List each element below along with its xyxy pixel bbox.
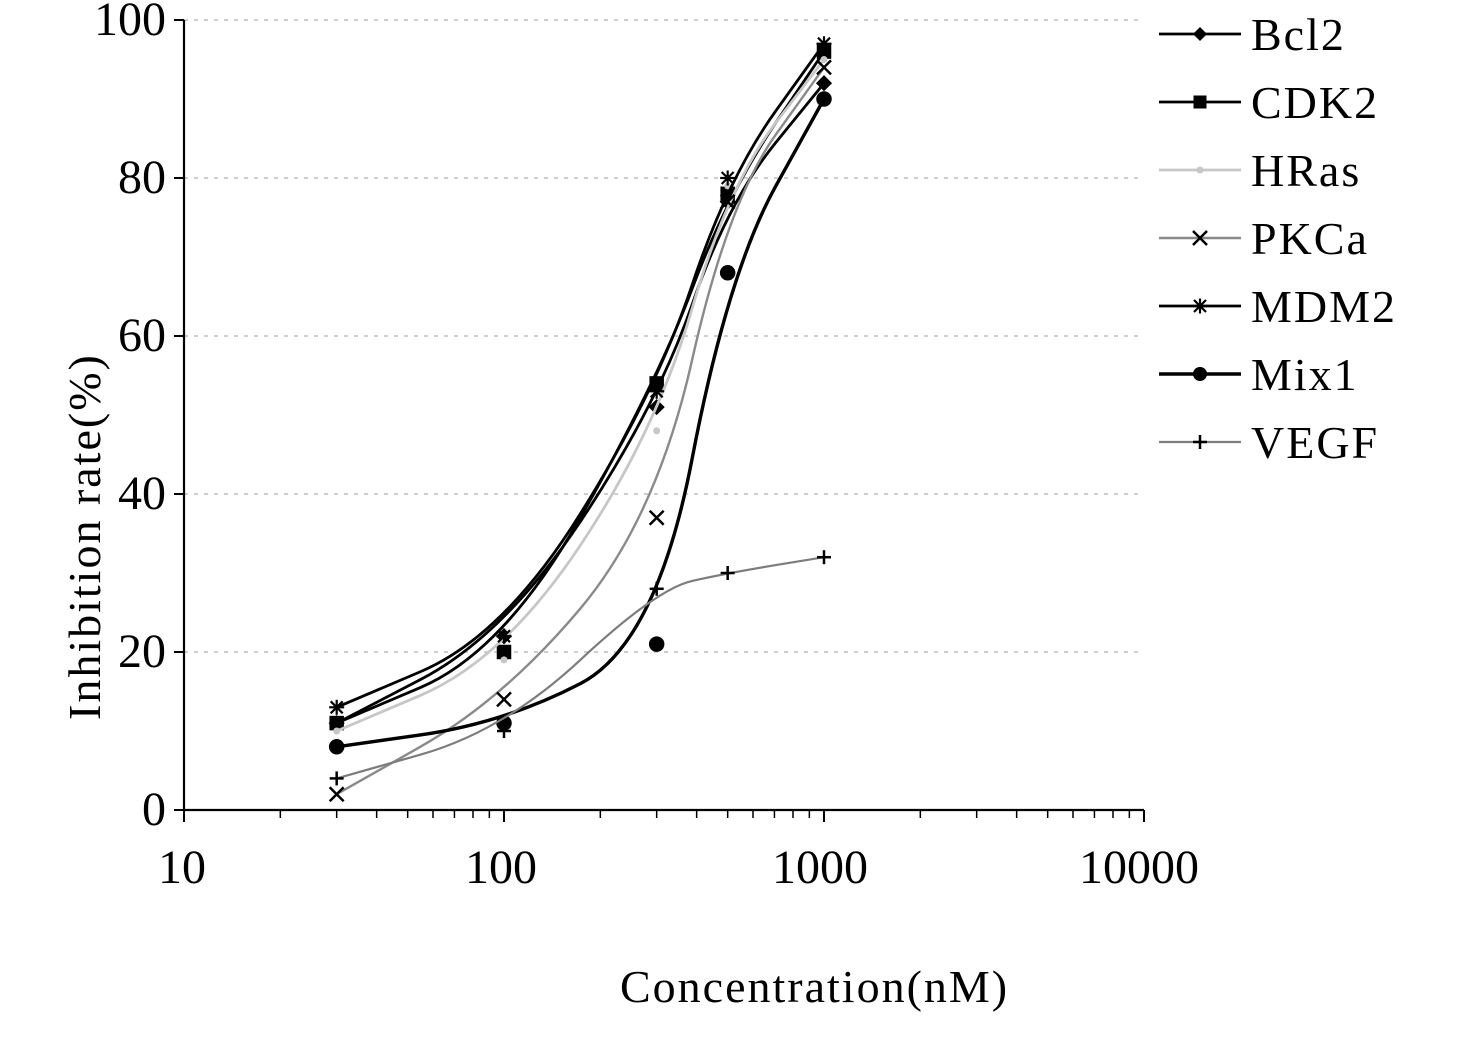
legend-item: MDM2 — [1155, 272, 1397, 340]
x-tick-label: 10000 — [1079, 840, 1199, 895]
y-tick-label: 80 — [118, 150, 166, 205]
legend-label: VEGF — [1251, 416, 1379, 469]
y-tick-label: 20 — [118, 624, 166, 679]
legend-swatch — [1155, 286, 1245, 326]
legend-item: Mix1 — [1155, 340, 1397, 408]
y-axis-label: Inhibition rate(%) — [58, 353, 111, 720]
legend: Bcl2 CDK2 HRas PKCa MDM2 Mix1 VEGF — [1155, 0, 1397, 476]
y-tick-label: 0 — [142, 782, 166, 837]
legend-item: VEGF — [1155, 408, 1397, 476]
legend-label: MDM2 — [1251, 280, 1397, 333]
y-tick-label: 60 — [118, 308, 166, 363]
legend-swatch — [1155, 354, 1245, 394]
legend-label: HRas — [1251, 144, 1361, 197]
x-tick-label: 100 — [465, 840, 537, 895]
legend-swatch — [1155, 82, 1245, 122]
legend-label: CDK2 — [1251, 76, 1379, 129]
legend-item: CDK2 — [1155, 68, 1397, 136]
legend-label: Bcl2 — [1251, 8, 1346, 61]
legend-swatch — [1155, 218, 1245, 258]
legend-label: Mix1 — [1251, 348, 1359, 401]
legend-item: Bcl2 — [1155, 0, 1397, 68]
y-tick-label: 40 — [118, 466, 166, 521]
legend-label: PKCa — [1251, 212, 1369, 265]
legend-swatch — [1155, 150, 1245, 190]
legend-swatch — [1155, 14, 1245, 54]
x-axis-label: Concentration(nM) — [620, 960, 1009, 1013]
y-tick-label: 100 — [94, 0, 166, 47]
x-tick-label: 10 — [158, 840, 206, 895]
legend-item: HRas — [1155, 136, 1397, 204]
legend-item: PKCa — [1155, 204, 1397, 272]
legend-swatch — [1155, 422, 1245, 462]
x-tick-label: 1000 — [772, 840, 868, 895]
inhibition-chart: Inhibition rate(%) Concentration(nM) 0 20… — [0, 0, 1481, 1050]
